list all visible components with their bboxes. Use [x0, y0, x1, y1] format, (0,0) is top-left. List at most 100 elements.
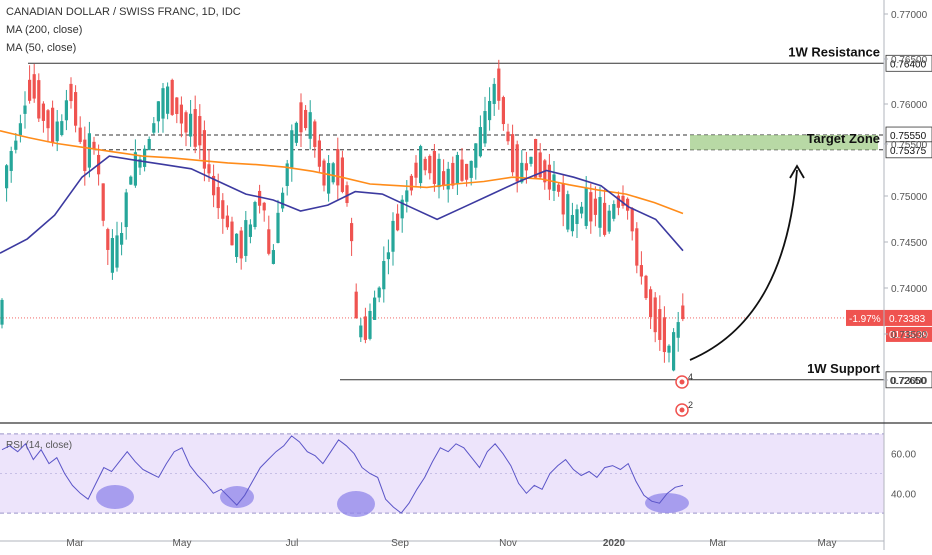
- candle: [589, 183, 593, 234]
- candle: [543, 158, 547, 190]
- candle: [653, 292, 657, 343]
- candle-body: [55, 121, 59, 142]
- candle-body: [179, 104, 183, 124]
- candle-body: [120, 232, 124, 245]
- candle-body: [345, 185, 349, 204]
- candle: [635, 222, 639, 274]
- candle: [331, 161, 335, 185]
- candle-body: [561, 183, 565, 215]
- candle-body: [110, 238, 114, 273]
- candle-body: [317, 140, 321, 167]
- candle: [290, 124, 294, 182]
- candle: [248, 219, 252, 244]
- y-tick-label: 0.75000: [891, 192, 928, 203]
- candle-body: [547, 164, 551, 190]
- candle-body: [336, 149, 340, 186]
- candle: [676, 311, 680, 352]
- candle-body: [170, 79, 174, 115]
- candle: [152, 117, 156, 135]
- ma50-line: [0, 155, 684, 254]
- candle-body: [534, 139, 538, 178]
- candle-body: [584, 187, 588, 226]
- candle-body: [28, 79, 32, 101]
- candle: [37, 73, 41, 123]
- candle-body: [175, 97, 179, 114]
- candle-body: [557, 184, 561, 192]
- candle: [340, 150, 344, 194]
- candle-body: [501, 97, 505, 125]
- candle: [281, 187, 285, 212]
- candle-body: [18, 123, 22, 136]
- candle: [603, 187, 607, 237]
- candle-body: [497, 68, 501, 101]
- candle: [584, 176, 588, 230]
- candle: [368, 303, 372, 341]
- candle: [455, 151, 459, 195]
- candle-body: [644, 275, 648, 299]
- rsi-legend: RSI (14, close): [6, 440, 72, 451]
- x-tick-label: May: [818, 538, 837, 549]
- y-tick-label: 0.73000: [891, 376, 928, 387]
- candle-body: [92, 141, 96, 150]
- candle: [308, 100, 312, 150]
- candle-body: [396, 213, 400, 231]
- candle: [423, 156, 427, 176]
- projection-arrowhead: [789, 164, 805, 179]
- candle-body: [124, 192, 128, 228]
- candle-body: [202, 130, 206, 169]
- candle-body: [350, 223, 354, 242]
- candle-body: [313, 121, 317, 147]
- candle-body: [386, 252, 390, 260]
- candle-body: [616, 195, 620, 208]
- candle-body: [101, 183, 105, 221]
- candle: [446, 161, 450, 203]
- resistance-label: 1W Resistance: [788, 44, 880, 59]
- candle-body: [184, 112, 188, 133]
- candle: [570, 202, 574, 237]
- candle: [92, 136, 96, 155]
- candle-body: [133, 152, 137, 186]
- candle: [474, 143, 478, 180]
- candle-body: [32, 74, 36, 99]
- candle-body: [649, 289, 653, 318]
- candle-body: [607, 210, 611, 232]
- candle: [566, 190, 570, 233]
- event-marker-dot: [679, 379, 685, 385]
- candle: [506, 123, 510, 145]
- change-tag-box: [846, 309, 886, 326]
- candle: [607, 204, 611, 234]
- candle: [561, 174, 565, 227]
- rsi-series-line: [1, 435, 684, 514]
- candle: [501, 95, 505, 131]
- candle-body: [276, 212, 280, 243]
- candle: [460, 148, 464, 182]
- candle: [644, 274, 648, 300]
- candle-body: [64, 100, 68, 121]
- candle-body: [423, 158, 427, 171]
- candle-body: [235, 233, 239, 257]
- candle: [492, 78, 496, 116]
- candle: [271, 244, 275, 265]
- candle: [55, 110, 59, 152]
- candle: [184, 110, 188, 147]
- candle: [198, 104, 202, 160]
- support-label: 1W Support: [807, 361, 881, 376]
- candle: [469, 160, 473, 186]
- candle: [202, 120, 206, 182]
- x-tick-label: Jul: [286, 538, 299, 549]
- candle-body: [626, 198, 630, 211]
- symbol-title: CANADIAN DOLLAR / SWISS FRANC, 1D, IDC: [6, 6, 241, 18]
- countdown-label: 01:15:39: [889, 330, 928, 341]
- candle: [391, 212, 395, 266]
- candle: [515, 140, 519, 193]
- candle: [74, 85, 78, 133]
- candle: [106, 227, 110, 266]
- candle-body: [511, 134, 515, 173]
- candle-body: [432, 150, 436, 184]
- candle-body: [575, 209, 579, 225]
- candle: [294, 121, 298, 147]
- candle-body: [428, 155, 432, 174]
- rsi-oversold-highlight: [96, 485, 134, 509]
- candle-body: [653, 297, 657, 333]
- candle: [225, 205, 229, 230]
